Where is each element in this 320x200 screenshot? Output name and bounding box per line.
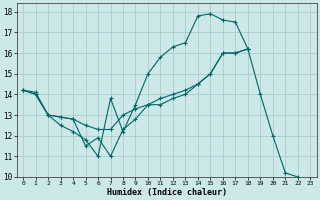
X-axis label: Humidex (Indice chaleur): Humidex (Indice chaleur) [107,188,227,197]
